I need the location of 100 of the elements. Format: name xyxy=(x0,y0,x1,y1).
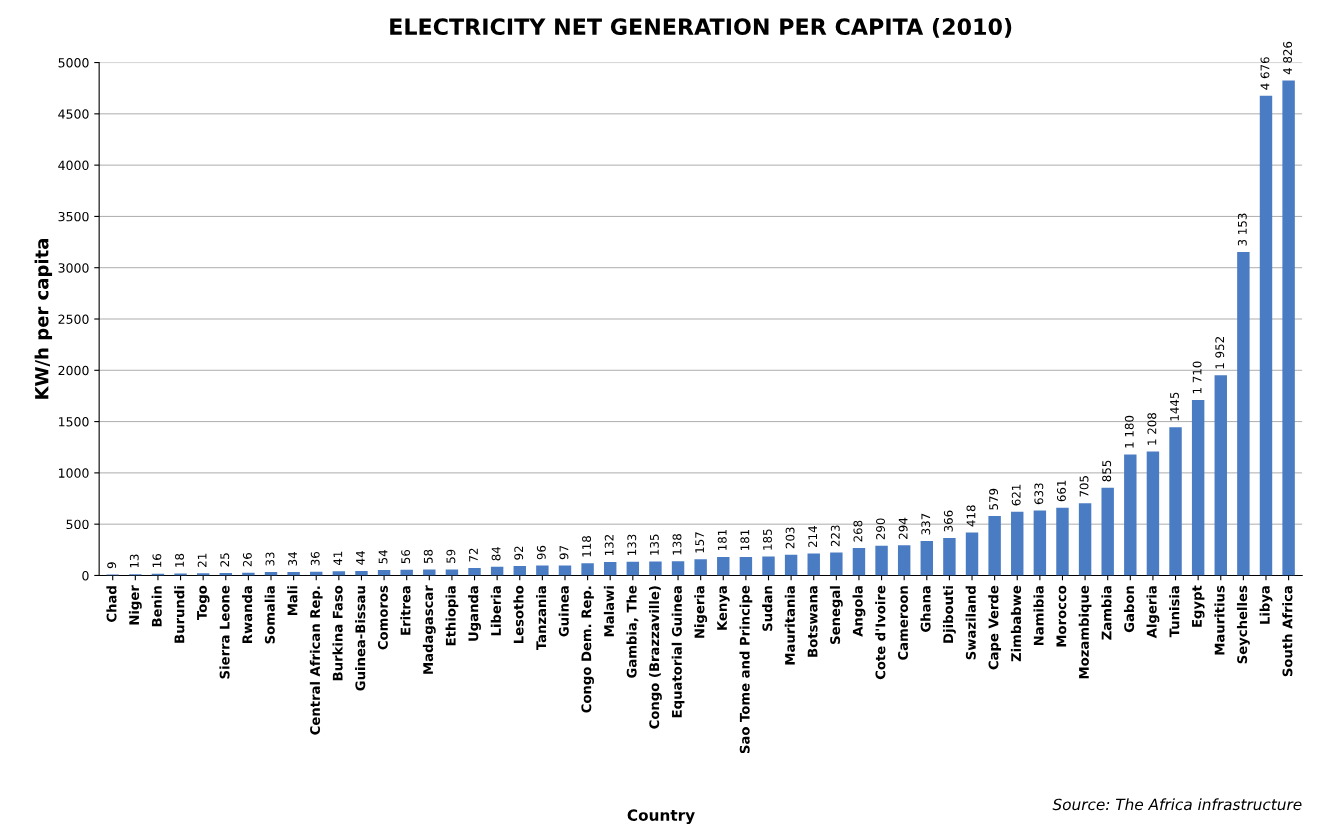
bar xyxy=(1237,252,1250,576)
data-label: 97 xyxy=(559,545,569,560)
data-label: 1445 xyxy=(1170,392,1179,421)
data-label: 4 826 xyxy=(1283,41,1293,75)
x-tick-label: Seychelles xyxy=(1236,585,1250,664)
bar xyxy=(513,566,526,576)
x-tick-label: Equatorial Guinea xyxy=(671,586,685,718)
data-label: 58 xyxy=(423,549,433,564)
bar xyxy=(1214,375,1227,576)
y-tick-label: 5000 xyxy=(58,58,89,68)
x-tick-label: Congo (Brazzaville) xyxy=(649,586,662,729)
bar xyxy=(1056,507,1069,576)
data-label: 138 xyxy=(672,534,682,555)
x-tick-label: Kenya xyxy=(717,586,730,630)
bar xyxy=(1146,451,1160,576)
data-label: 132 xyxy=(604,535,614,556)
bar xyxy=(355,570,368,576)
data-label: 633 xyxy=(1034,483,1044,505)
x-tick-label: Nigeria xyxy=(694,586,708,638)
bar xyxy=(490,566,504,576)
data-label: 96 xyxy=(536,545,546,560)
y-tick-label: 1000 xyxy=(58,468,89,478)
bar xyxy=(603,561,617,576)
x-tick-label: Burkina Faso xyxy=(332,585,343,681)
data-label: 13 xyxy=(129,554,139,568)
bar xyxy=(1259,95,1273,576)
x-tick-label: Zimbabwe xyxy=(1010,585,1022,662)
x-tick-label: Sierra Leone xyxy=(219,585,230,679)
data-label: 366 xyxy=(943,510,953,532)
bar xyxy=(287,571,300,576)
data-label: 18 xyxy=(175,553,184,567)
x-tick-label: Sudan xyxy=(762,586,773,631)
data-label: 133 xyxy=(627,534,637,555)
bar xyxy=(1191,400,1205,576)
x-tick-label: Somalia xyxy=(264,586,275,644)
data-label: 34 xyxy=(288,552,298,566)
x-tick-label: Senegal xyxy=(829,586,843,644)
x-tick-label: Djibouti xyxy=(942,586,956,643)
data-label: 855 xyxy=(1102,460,1112,482)
x-tick-label: Mozambique xyxy=(1078,585,1092,679)
data-label: 621 xyxy=(1011,484,1021,506)
x-tick-label: Cote d'Ivoire xyxy=(875,585,886,680)
data-label: 157 xyxy=(695,532,705,553)
data-label: 337 xyxy=(921,513,931,535)
data-label: 294 xyxy=(898,517,908,539)
data-label: 9 xyxy=(107,562,117,569)
x-axis-title: Country xyxy=(627,809,695,824)
x-tick-label: Algeria xyxy=(1146,586,1160,639)
data-label: 290 xyxy=(876,518,885,540)
data-label: 3 153 xyxy=(1237,213,1247,246)
bar xyxy=(581,563,594,576)
y-tick-label: 2500 xyxy=(58,314,89,324)
x-tick-label: Ethiopia xyxy=(445,586,459,646)
x-tick-label: Chad xyxy=(106,586,117,622)
bar xyxy=(965,532,979,576)
data-label: 44 xyxy=(356,551,365,565)
data-label: 1 208 xyxy=(1147,413,1157,445)
x-tick-label: Mauritania xyxy=(784,586,795,665)
bar xyxy=(694,559,707,576)
chart-title: ELECTRICITY NET GENERATION PER CAPITA (2010) xyxy=(390,17,1012,38)
data-label: 1 710 xyxy=(1192,361,1202,394)
y-tick-label: 2000 xyxy=(58,365,89,376)
bar xyxy=(536,565,549,576)
x-tick-label: Comoros xyxy=(377,585,388,650)
bar xyxy=(1101,487,1114,576)
data-label: 54 xyxy=(378,550,388,564)
bar xyxy=(671,561,685,576)
x-tick-label: Central African Rep. xyxy=(309,586,323,735)
data-label: 268 xyxy=(853,520,863,542)
data-label: 214 xyxy=(808,526,817,548)
bar xyxy=(1282,80,1295,576)
bar xyxy=(830,552,843,576)
y-tick-label: 3500 xyxy=(58,211,89,222)
data-label: 203 xyxy=(785,527,795,549)
bar xyxy=(943,537,956,576)
bar xyxy=(468,568,481,576)
y-tick-label: 4000 xyxy=(58,160,89,171)
bar xyxy=(807,553,820,576)
x-tick-label: Namibia xyxy=(1033,586,1044,646)
data-label: 56 xyxy=(401,549,411,564)
x-tick-label: Morocco xyxy=(1056,585,1067,647)
bar xyxy=(1169,427,1182,576)
data-label: 705 xyxy=(1079,476,1089,497)
data-label: 41 xyxy=(333,551,343,566)
bar xyxy=(400,569,413,576)
x-tick-label: Angola xyxy=(852,586,866,637)
x-tick-label: Mauritius xyxy=(1214,585,1225,655)
x-tick-label: Libya xyxy=(1259,586,1273,624)
x-tick-label: Swaziland xyxy=(965,586,976,660)
x-tick-label: Lesotho xyxy=(513,585,524,644)
bar xyxy=(762,556,775,576)
bar xyxy=(332,571,346,576)
data-label: 72 xyxy=(469,548,478,562)
y-tick-label: 4500 xyxy=(58,109,89,119)
x-tick-label: Sao Tome and Principe xyxy=(739,585,753,754)
data-label: 21 xyxy=(197,553,207,567)
data-label: 33 xyxy=(265,552,275,566)
x-tick-label: Cape Verde xyxy=(988,585,1002,670)
x-tick-label: Rwanda xyxy=(242,586,253,643)
x-tick-label: Zambia xyxy=(1101,586,1112,640)
